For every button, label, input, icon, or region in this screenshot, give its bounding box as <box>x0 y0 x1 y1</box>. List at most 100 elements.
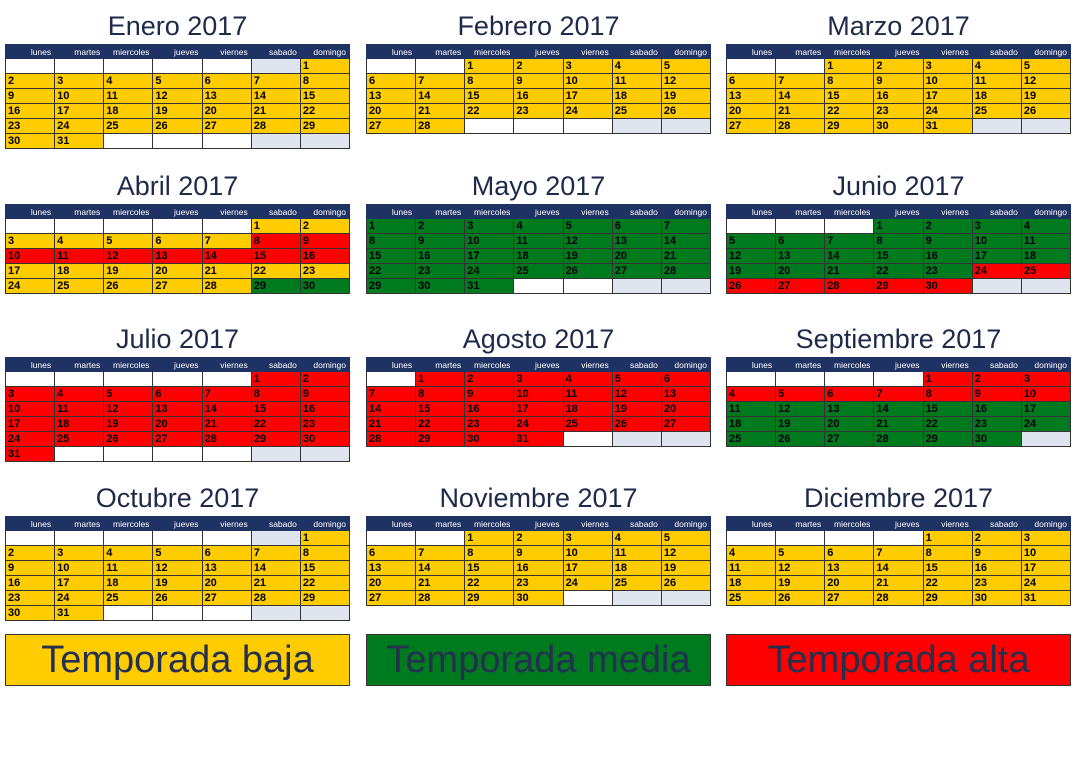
day-cell: 5 <box>775 386 826 402</box>
day-cell: 21 <box>873 575 924 591</box>
day-cell: 15 <box>464 560 515 576</box>
empty-cell <box>611 590 662 606</box>
week-row: 22 23 24 25 26 27 28 <box>365 263 712 279</box>
empty-cell <box>873 530 924 546</box>
day-cell: 6 <box>201 73 252 89</box>
day-cell: 8 <box>250 233 301 249</box>
day-cell: 29 <box>464 590 515 606</box>
day-cell: 6 <box>611 218 662 234</box>
empty-cell <box>365 530 417 546</box>
day-cell: 29 <box>250 278 301 294</box>
week-row: 10 11 12 13 14 15 16 <box>4 248 351 264</box>
day-cell: 15 <box>299 560 351 576</box>
day-cell: 10 <box>562 545 613 561</box>
empty-cell <box>299 605 351 621</box>
empty-cell <box>971 278 1022 294</box>
day-cell: 7 <box>250 545 301 561</box>
day-cell: 28 <box>873 590 924 606</box>
month-julio: Julio 2017 lunes martes miercoles jueves vier… <box>4 321 351 462</box>
empty-cell <box>562 118 613 134</box>
week-row: 30 31 <box>4 133 351 149</box>
weekday-header: sabado <box>971 357 1022 372</box>
day-cell: 15 <box>250 401 301 417</box>
day-cell: 27 <box>611 263 662 279</box>
day-cell: 10 <box>562 73 613 89</box>
day-cell: 16 <box>971 560 1022 576</box>
day-cell: 26 <box>775 431 826 447</box>
day-cell: 9 <box>513 73 564 89</box>
weekday-header: viernes <box>562 204 613 219</box>
weekday-header: viernes <box>201 204 252 219</box>
empty-cell <box>250 446 301 462</box>
day-cell: 29 <box>824 118 875 134</box>
empty-cell <box>513 118 564 134</box>
week-row: 8 9 10 11 12 13 14 <box>365 233 712 249</box>
day-cell: 17 <box>54 103 105 119</box>
day-cell: 10 <box>513 386 564 402</box>
week-row: 25 26 27 28 29 30 <box>725 431 1072 447</box>
day-cell: 26 <box>103 278 154 294</box>
day-cell: 17 <box>562 560 613 576</box>
day-cell: 17 <box>464 248 515 264</box>
empty-cell <box>103 58 154 74</box>
empty-cell <box>611 431 662 447</box>
day-cell: 8 <box>464 73 515 89</box>
day-cell: 26 <box>611 416 662 432</box>
empty-cell <box>513 278 564 294</box>
month-table: lunes martes miercoles jueves viernes sabado d… <box>4 357 351 462</box>
day-cell: 23 <box>873 103 924 119</box>
day-cell: 29 <box>250 431 301 447</box>
day-cell: 4 <box>1020 218 1072 234</box>
day-cell: 2 <box>4 73 56 89</box>
weekday-header: sabado <box>971 44 1022 59</box>
day-cell: 22 <box>299 575 351 591</box>
week-row: 13 14 15 16 17 18 19 <box>365 88 712 104</box>
week-row: 26 27 28 29 30 <box>725 278 1072 294</box>
week-row: 29 30 31 <box>365 278 712 294</box>
day-cell: 25 <box>1020 263 1072 279</box>
day-cell: 4 <box>103 73 154 89</box>
day-cell: 31 <box>54 133 105 149</box>
month-table: lunes martes miercoles jueves viernes sabado d… <box>365 357 712 447</box>
week-row: 24 25 26 27 28 29 30 <box>4 431 351 447</box>
weekday-header: martes <box>415 516 466 531</box>
month-title: Diciembre 2017 <box>803 483 994 513</box>
empty-cell <box>299 133 351 149</box>
day-cell: 28 <box>250 118 301 134</box>
day-cell: 7 <box>201 386 252 402</box>
day-cell: 22 <box>299 103 351 119</box>
day-cell: 6 <box>824 386 875 402</box>
day-cell: 12 <box>660 73 712 89</box>
day-cell: 5 <box>103 233 154 249</box>
empty-cell <box>365 371 417 387</box>
empty-cell <box>54 218 105 234</box>
empty-cell <box>562 278 613 294</box>
day-cell: 11 <box>1020 233 1072 249</box>
empty-cell <box>54 446 105 462</box>
weekday-header: jueves <box>873 44 924 59</box>
day-cell: 28 <box>250 590 301 606</box>
day-cell: 30 <box>299 278 351 294</box>
month-title: Marzo 2017 <box>827 11 970 41</box>
month-table: lunes martes miercoles jueves viernes sabado d… <box>725 44 1072 134</box>
day-cell: 16 <box>415 248 466 264</box>
day-cell: 24 <box>464 263 515 279</box>
day-cell: 18 <box>562 401 613 417</box>
day-cell: 20 <box>824 416 875 432</box>
day-cell: 27 <box>152 431 203 447</box>
empty-cell <box>660 278 712 294</box>
day-cell: 21 <box>660 248 712 264</box>
month-agosto: Agosto 2017 lunes martes miercoles jueves vie… <box>365 321 712 447</box>
day-cell: 9 <box>922 233 973 249</box>
legend-temporada-alta: Temporada alta <box>726 634 1071 686</box>
weekday-header: miercoles <box>824 44 875 59</box>
month-septiembre: Septiembre 2017 lunes martes miercoles jueve… <box>725 321 1072 447</box>
weekday-header: miercoles <box>464 44 515 59</box>
weekday-header: domingo <box>299 357 351 372</box>
weekday-header: sabado <box>971 204 1022 219</box>
day-cell: 28 <box>660 263 712 279</box>
